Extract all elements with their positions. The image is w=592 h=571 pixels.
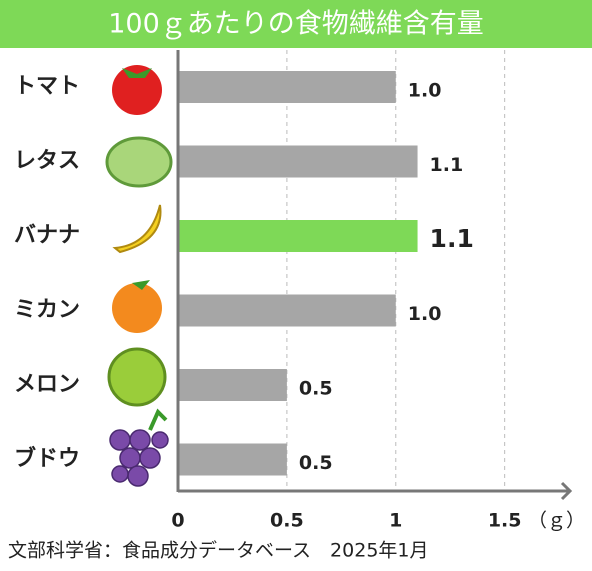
mikan-leaf <box>132 280 150 290</box>
bar <box>178 443 287 476</box>
y-tick-label: バナナ <box>14 223 80 248</box>
value-label: 1.1 <box>430 154 464 176</box>
x-tick-label: 0 <box>171 510 184 532</box>
bar <box>178 71 396 103</box>
grape-icon <box>109 429 169 487</box>
melon-icon <box>107 347 167 407</box>
bar <box>178 369 287 401</box>
tomato-icon <box>112 65 162 115</box>
tomato-leaf <box>122 68 152 78</box>
value-label: 1.0 <box>408 303 442 325</box>
x-tick-label: 1.5 <box>488 510 522 532</box>
icons <box>105 65 173 487</box>
y-tick-label: レタス <box>14 149 80 174</box>
value-label: 1.1 <box>430 224 474 253</box>
y-tick-label: メロン <box>14 372 80 397</box>
x-tick-label: 0.5 <box>270 510 304 532</box>
mikan-icon <box>112 283 162 333</box>
bar <box>178 145 418 178</box>
chart-title: 100ｇあたりの食物繊維含有量 <box>108 9 484 40</box>
value-label: 0.5 <box>299 378 333 400</box>
value-label: 1.0 <box>408 80 442 102</box>
grape-stem <box>148 408 168 431</box>
lettuce-icon <box>105 136 173 188</box>
value-label: 0.5 <box>299 452 333 474</box>
title-band <box>0 0 592 48</box>
bar <box>178 294 396 327</box>
x-tick-label: 1 <box>389 510 402 532</box>
y-tick-label: ミカン <box>14 298 80 323</box>
source: 文部科学省：食品成分データベース 2025年1月 <box>8 540 429 562</box>
y-tick-label: トマト <box>14 74 80 99</box>
bar <box>178 220 418 252</box>
x-axis-arrow <box>560 481 573 501</box>
x-axis-label: （ｇ） <box>528 510 585 532</box>
banana-icon <box>112 204 162 254</box>
y-tick-label: ブドウ <box>14 446 80 472</box>
